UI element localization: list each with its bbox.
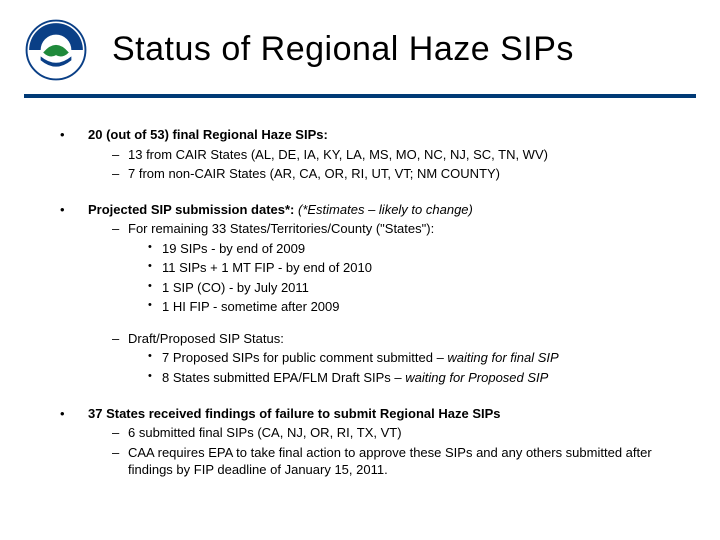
bullet-lead: 20 (out of 53) final Regional Haze SIPs: (88, 127, 328, 142)
dot-text: 8 States submitted EPA/FLM Draft SIPs – (162, 370, 405, 385)
sub-item: 6 submitted final SIPs (CA, NJ, OR, RI, … (112, 424, 680, 442)
dot-item: 8 States submitted EPA/FLM Draft SIPs – … (148, 369, 680, 387)
sub-heading: Draft/Proposed SIP Status: (128, 331, 284, 346)
sub-item: For remaining 33 States/Territories/Coun… (112, 220, 680, 316)
sub-item: 13 from CAIR States (AL, DE, IA, KY, LA,… (112, 146, 680, 164)
slide: Status of Regional Haze SIPs 20 (out of … (0, 0, 720, 540)
bullet-item: Projected SIP submission dates*: (*Estim… (60, 201, 680, 387)
slide-body: 20 (out of 53) final Regional Haze SIPs:… (0, 98, 720, 479)
sub-item: Draft/Proposed SIP Status: 7 Proposed SI… (112, 330, 680, 387)
dot-item: 11 SIPs + 1 MT FIP - by end of 2010 (148, 259, 680, 277)
bullet-lead-italic: (*Estimates – likely to change) (298, 202, 473, 217)
sub-item: CAA requires EPA to take final action to… (112, 444, 680, 479)
dot-list: 19 SIPs - by end of 2009 11 SIPs + 1 MT … (148, 240, 680, 316)
slide-title: Status of Regional Haze SIPs (112, 31, 574, 68)
dot-text: 7 Proposed SIPs for public comment submi… (162, 350, 447, 365)
dot-italic: waiting for final SIP (447, 350, 558, 365)
bullet-item: 20 (out of 53) final Regional Haze SIPs:… (60, 126, 680, 183)
bullet-lead: Projected SIP submission dates*: (88, 202, 298, 217)
slide-header: Status of Regional Haze SIPs (0, 0, 720, 90)
sub-list: 6 submitted final SIPs (CA, NJ, OR, RI, … (112, 424, 680, 479)
dot-list: 7 Proposed SIPs for public comment submi… (148, 349, 680, 386)
dot-item: 7 Proposed SIPs for public comment submi… (148, 349, 680, 367)
epa-logo-icon (24, 18, 88, 82)
dot-item: 1 SIP (CO) - by July 2011 (148, 279, 680, 297)
sub-item: 7 from non-CAIR States (AR, CA, OR, RI, … (112, 165, 680, 183)
sub-list: For remaining 33 States/Territories/Coun… (112, 220, 680, 386)
sub-heading: For remaining 33 States/Territories/Coun… (128, 221, 434, 236)
dot-item: 19 SIPs - by end of 2009 (148, 240, 680, 258)
sub-list: 13 from CAIR States (AL, DE, IA, KY, LA,… (112, 146, 680, 183)
dot-item: 1 HI FIP - sometime after 2009 (148, 298, 680, 316)
bullet-item: 37 States received findings of failure t… (60, 405, 680, 479)
dot-italic: waiting for Proposed SIP (405, 370, 548, 385)
bullet-lead: 37 States received findings of failure t… (88, 406, 501, 421)
bullet-list: 20 (out of 53) final Regional Haze SIPs:… (60, 126, 680, 479)
